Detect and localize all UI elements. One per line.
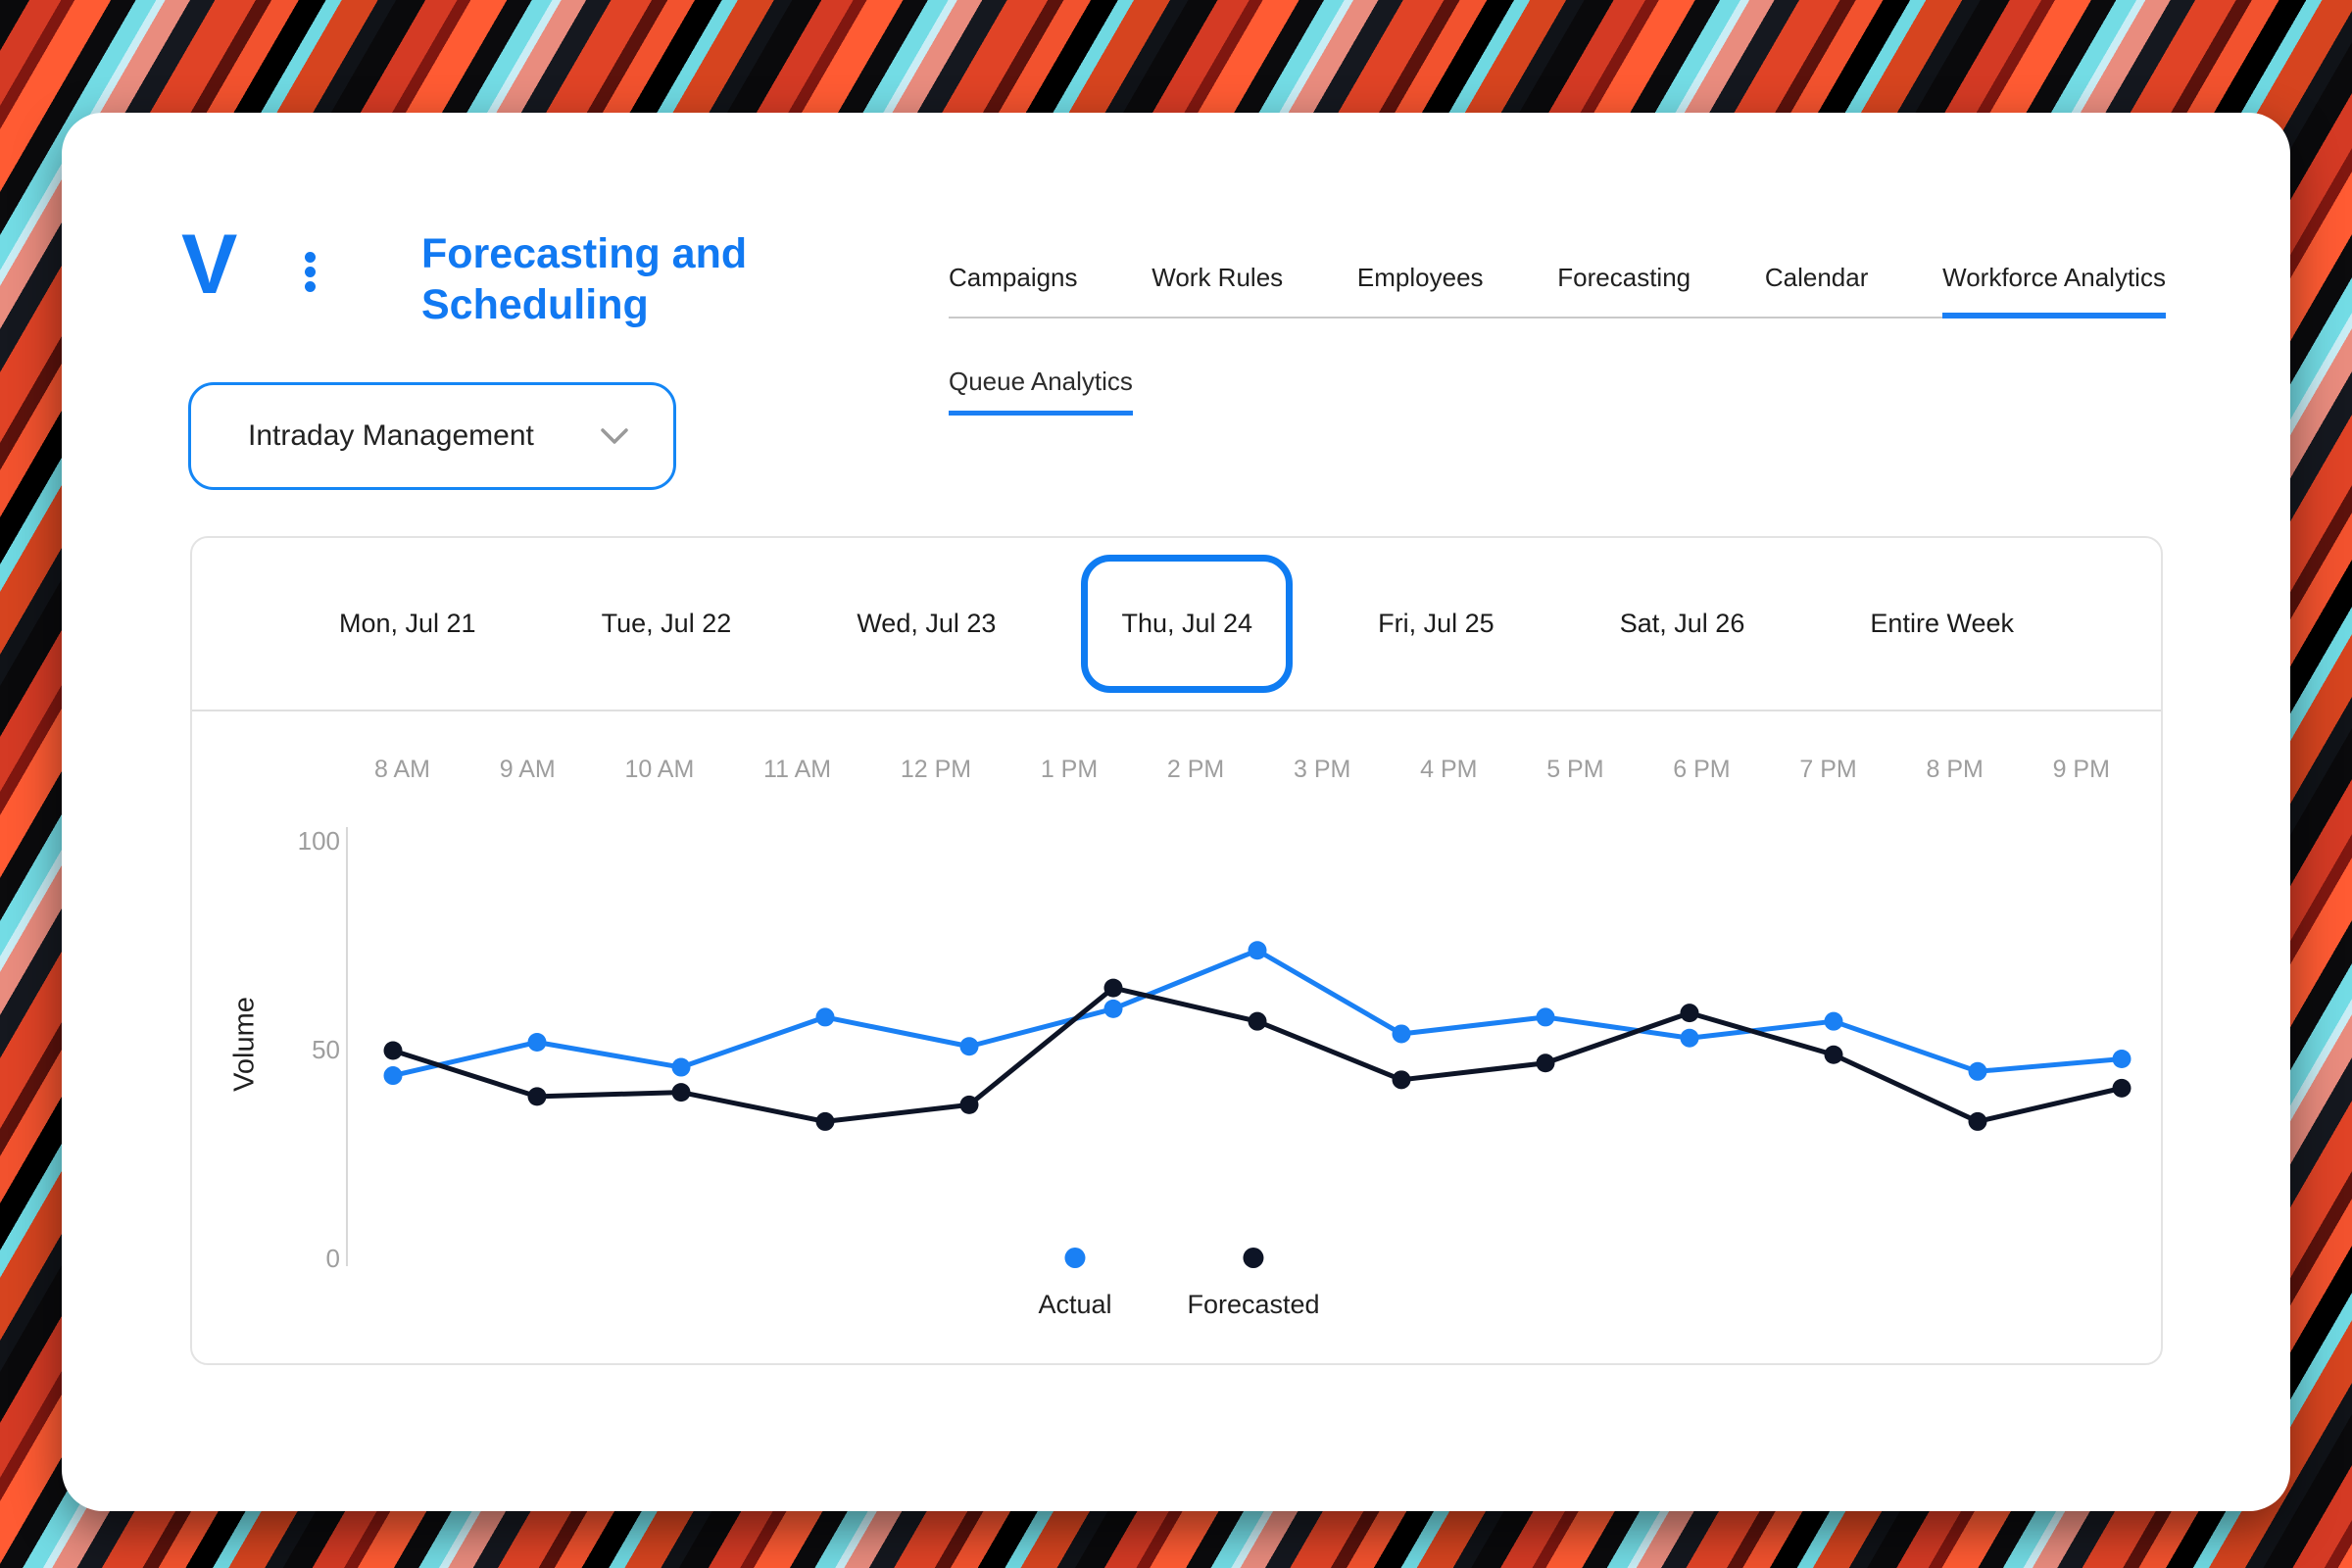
series-actual-point-3[interactable] [815,1007,835,1027]
series-forecasted-line [392,985,2123,1124]
legend-label-actual: Actual [1038,1290,1112,1319]
x-tick-5-pm: 5 PM [1546,756,1604,783]
kebab-dot [305,281,316,292]
x-axis-labels: 8 AM 9 AM 10 AM 11 AM 12 PM 1 PM 2 PM 3 PM 4 PM 5… [374,756,2110,784]
day-tab-mon-jul-21[interactable]: Mon, Jul 21 [339,609,476,638]
brand-logo: V [181,218,238,312]
day-tab-fri-jul-25[interactable]: Fri, Jul 25 [1378,609,1494,638]
series-forecasted-point-1[interactable] [527,1087,547,1106]
view-select-value: Intraday Management [248,419,534,452]
kebab-menu-icon[interactable] [305,252,317,296]
y-axis-title: Volume [228,997,261,1092]
y-tick-100: 100 [297,826,340,856]
x-tick-6-pm: 6 PM [1673,756,1731,783]
series-actual-point-1[interactable] [527,1032,547,1052]
y-tick-0: 0 [325,1244,340,1273]
day-tabs-row: Mon, Jul 21 Tue, Jul 22 Wed, Jul 23 Thu, Ju… [192,538,2161,710]
legend-item-forecasted: Forecasted [1187,1248,1320,1320]
chart-card: Mon, Jul 21 Tue, Jul 22 Wed, Jul 23 Thu, Ju… [190,536,2163,1365]
series-actual-point-0[interactable] [383,1066,403,1086]
series-actual-point-5[interactable] [1103,999,1123,1018]
day-tab-thu-jul-24[interactable]: Thu, Jul 24 [1081,555,1294,693]
legend-label-forecasted: Forecasted [1187,1290,1320,1319]
main-nav: Campaigns Work Rules Employees Forecasting C… [949,260,2166,318]
y-tick-50: 50 [312,1035,340,1064]
series-actual-point-4[interactable] [959,1037,979,1056]
series-actual-point-8[interactable] [1536,1007,1555,1027]
series-forecasted-point-4[interactable] [959,1095,979,1114]
x-tick-9-pm: 9 PM [2052,756,2110,783]
day-tab-sat-jul-26[interactable]: Sat, Jul 26 [1619,609,1745,638]
series-forecasted-point-10[interactable] [1824,1045,1843,1064]
y-axis-line [346,827,348,1266]
x-tick-4-pm: 4 PM [1420,756,1478,783]
day-tab-wed-jul-23[interactable]: Wed, Jul 23 [857,609,997,638]
x-tick-8-pm: 8 PM [1926,756,1984,783]
day-tab-tue-jul-22[interactable]: Tue, Jul 22 [601,609,732,638]
x-tick-9-am: 9 AM [499,756,556,783]
series-forecasted-point-0[interactable] [383,1041,403,1060]
nav-baseline [949,317,2166,318]
x-tick-10-am: 10 AM [624,756,695,783]
series-actual-point-12[interactable] [2112,1050,2132,1069]
view-select-dropdown[interactable]: Intraday Management [188,382,676,490]
series-actual-point-2[interactable] [671,1057,691,1077]
x-tick-1-pm: 1 PM [1040,756,1099,783]
series-forecasted-point-5[interactable] [1103,978,1123,998]
series-forecasted-point-12[interactable] [2112,1078,2132,1098]
day-tabs-divider [192,710,2161,711]
page-title-line2: Scheduling [421,281,649,328]
page-title-line1: Forecasting and [421,230,748,277]
x-tick-2-pm: 2 PM [1166,756,1225,783]
series-forecasted-point-2[interactable] [671,1083,691,1102]
tab-workforce-analytics[interactable]: Workforce Analytics [1942,260,2166,318]
series-forecasted-point-7[interactable] [1392,1070,1411,1090]
series-actual-point-11[interactable] [1968,1061,1987,1081]
series-forecasted-point-9[interactable] [1680,1004,1699,1023]
tab-campaigns[interactable]: Campaigns [949,263,1078,292]
tab-employees[interactable]: Employees [1356,263,1484,292]
kebab-dot [305,267,316,277]
x-tick-7-pm: 7 PM [1799,756,1857,783]
series-actual-point-10[interactable] [1824,1011,1843,1031]
series-actual-point-7[interactable] [1392,1024,1411,1044]
x-tick-3-pm: 3 PM [1294,756,1351,783]
tab-queue-analytics[interactable]: Queue Analytics [949,364,1133,416]
series-forecasted-point-11[interactable] [1968,1111,1987,1131]
legend-item-actual: Actual [1038,1248,1112,1320]
page-title: Forecasting and Scheduling [421,228,747,330]
series-actual-point-6[interactable] [1248,941,1267,960]
tab-calendar[interactable]: Calendar [1764,263,1869,292]
legend-dot-actual [1064,1248,1086,1268]
x-tick-12-pm: 12 PM [900,756,972,783]
tab-work-rules[interactable]: Work Rules [1152,263,1284,292]
series-forecasted-point-8[interactable] [1536,1054,1555,1073]
tab-forecasting[interactable]: Forecasting [1557,263,1691,292]
app-window: V Forecasting and Scheduling Campaigns Wo… [62,113,2290,1511]
kebab-dot [305,252,316,263]
day-tab-entire-week[interactable]: Entire Week [1870,609,2014,638]
chevron-down-icon [601,428,628,444]
legend-dot-forecasted [1243,1248,1264,1268]
series-forecasted-point-3[interactable] [815,1111,835,1131]
x-tick-8-am: 8 AM [374,756,430,783]
x-tick-11-am: 11 AM [763,756,832,783]
series-actual-point-9[interactable] [1680,1028,1699,1048]
series-forecasted-point-6[interactable] [1248,1011,1267,1031]
